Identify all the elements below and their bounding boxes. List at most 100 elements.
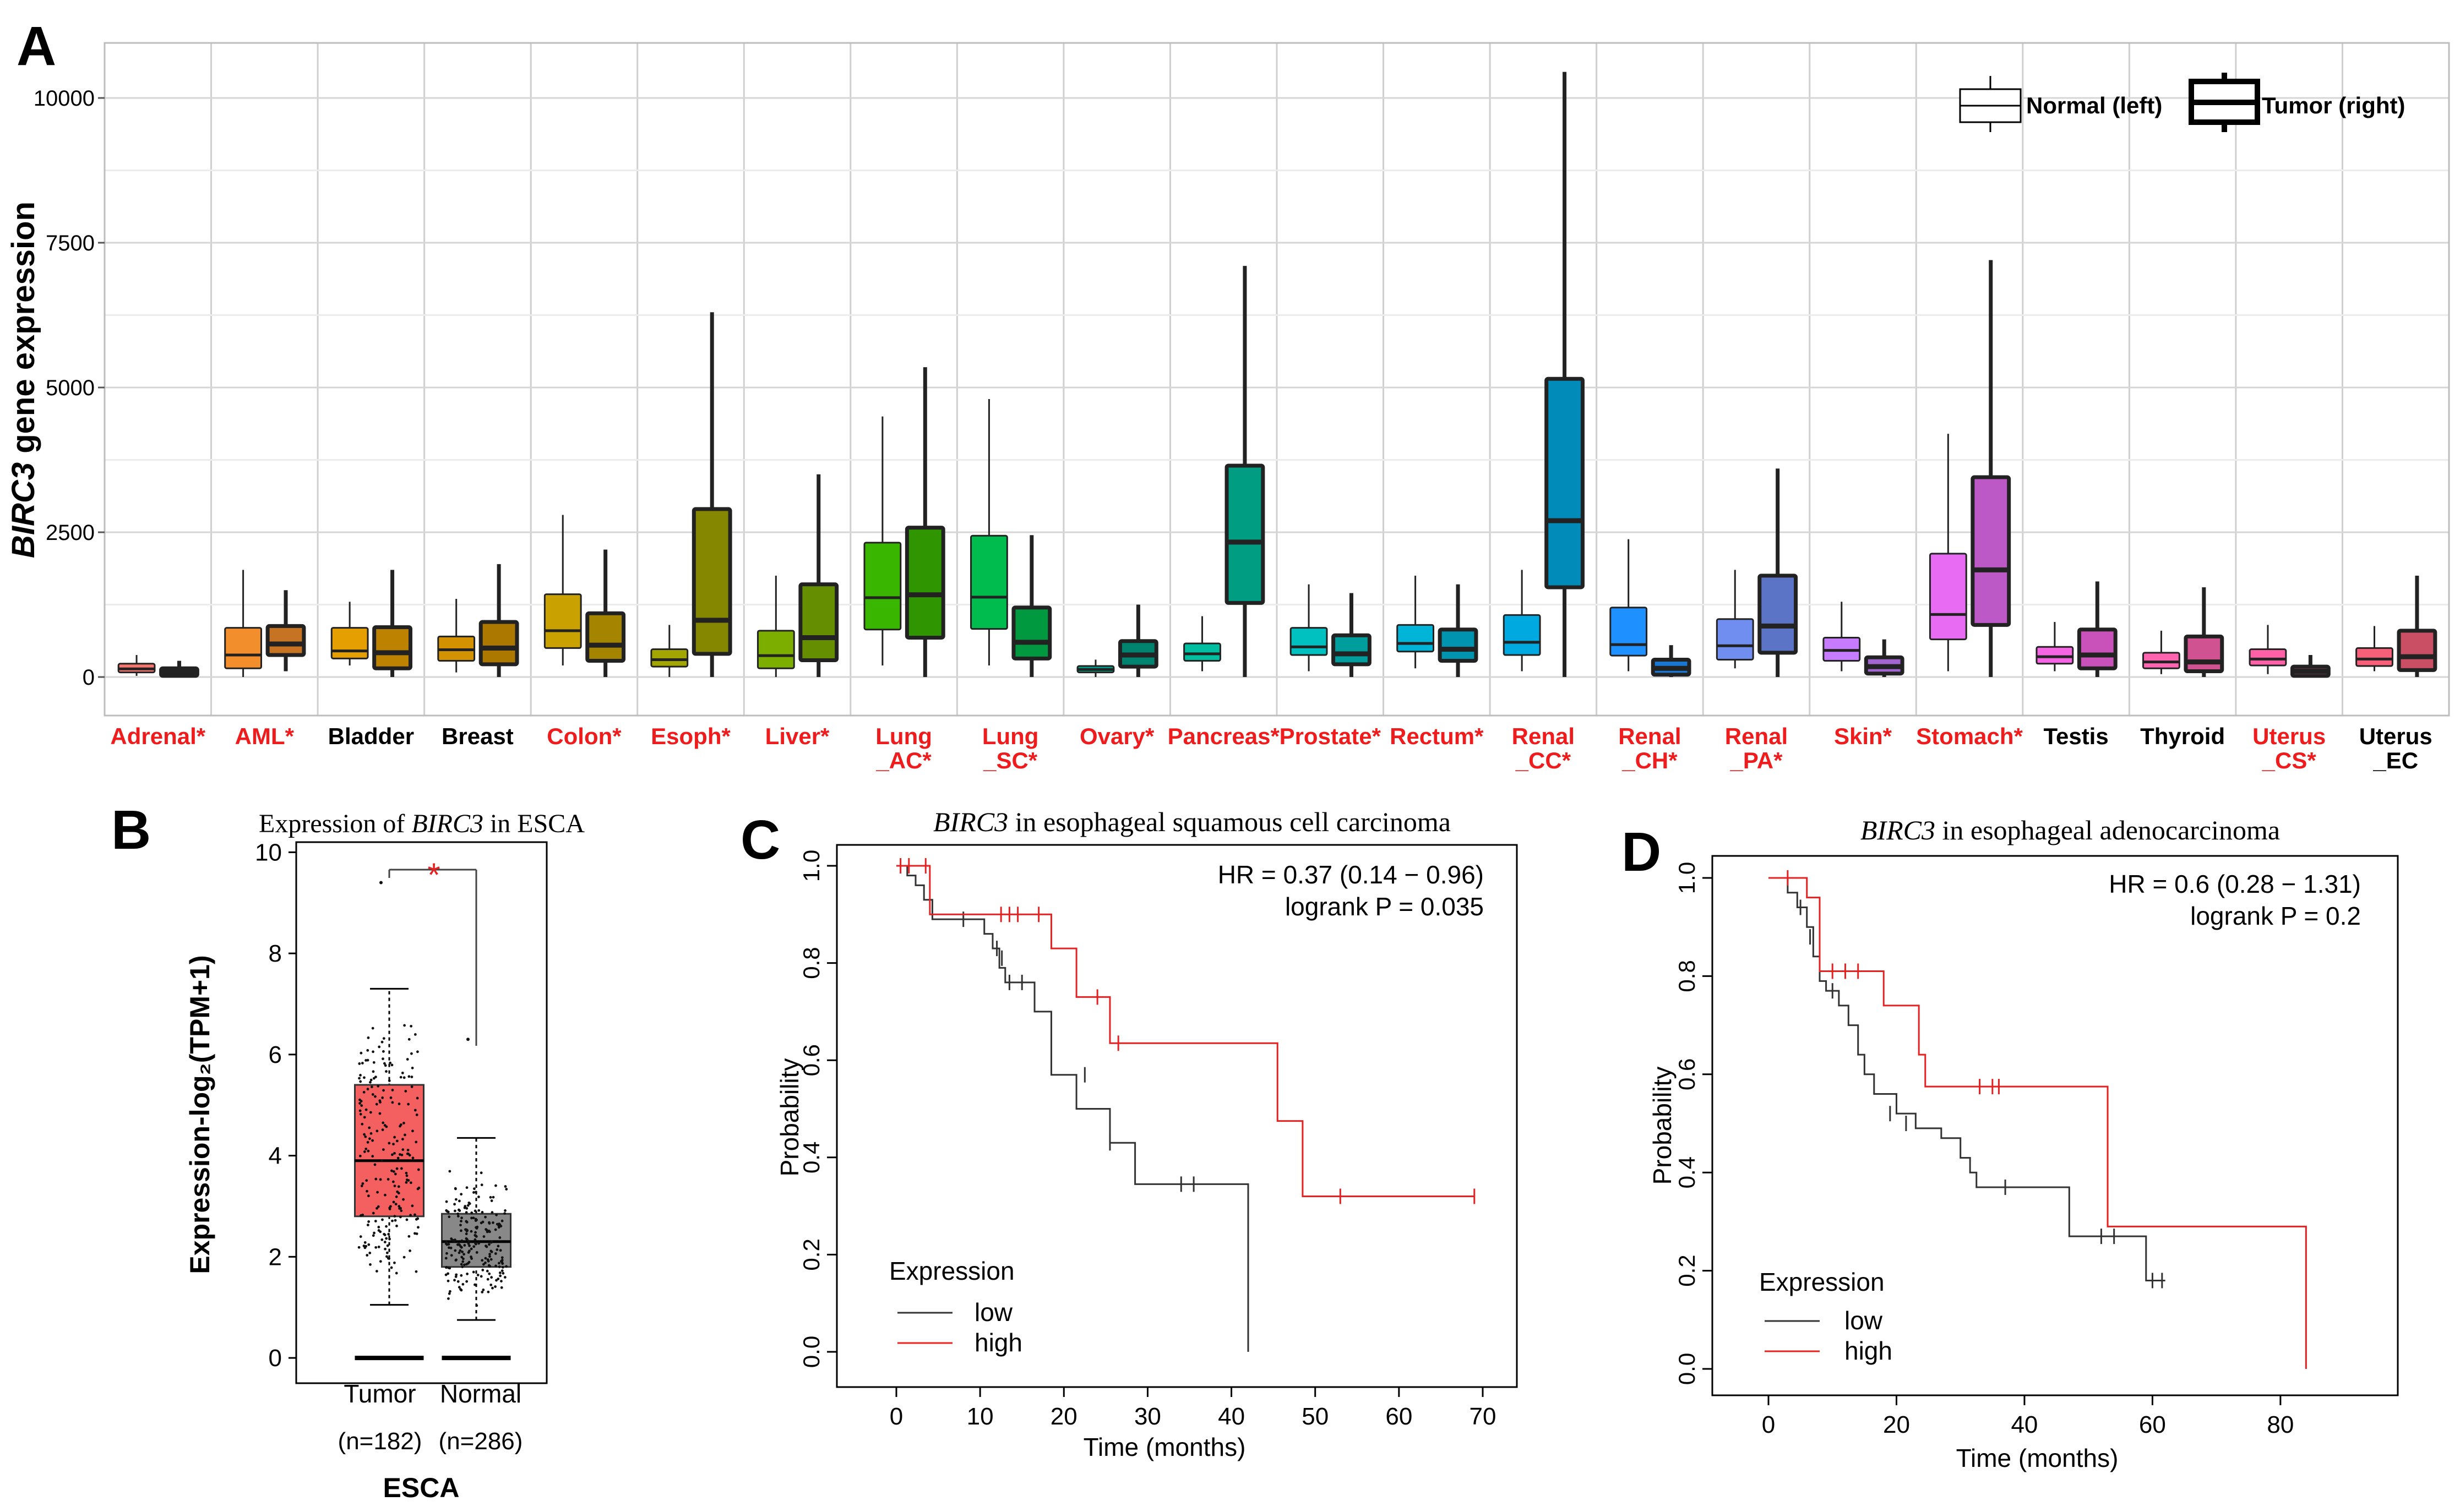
panel-b-sample-dot [465, 1238, 469, 1241]
panel-b-sample-dot [367, 1036, 370, 1039]
panel-a-box-normal [543, 515, 582, 665]
panel-b-sample-dot [484, 1261, 487, 1264]
panel-b-sample-dot [468, 1244, 471, 1247]
panel-b-sample-dot [460, 1193, 463, 1196]
panel-b-sample-dot [502, 1271, 505, 1275]
panel-b-sample-dot [382, 1037, 385, 1040]
panel-a-box-tumor [478, 564, 519, 677]
panel-b-sample-dot [477, 1196, 480, 1198]
panel-b-sample-dot [466, 1273, 469, 1275]
panel-a-xtick-label: Uterus [2359, 723, 2432, 749]
panel-b-sample-dot [475, 1235, 478, 1238]
panel-b-sample-dot [448, 1292, 451, 1295]
panel-b-sample-dot [368, 1251, 372, 1254]
panel-b-sample-dot [468, 1202, 471, 1205]
panel-a-box-body [1224, 463, 1265, 605]
km-xtick-label: 30 [1134, 1403, 1161, 1430]
panel-b-sample-dot [402, 1076, 406, 1079]
panel-b-sample-dot [402, 1122, 405, 1125]
panel-b-sample-dot [359, 1112, 362, 1116]
panel-a-box-tumor [1651, 645, 1691, 677]
panel-b-sample-dot [364, 1135, 367, 1138]
panel-b-sample-dot [465, 1232, 468, 1236]
panel-b-sample-dot [448, 1170, 451, 1173]
panel-a-box-body [798, 582, 839, 662]
legend-normal-label: Normal (left) [2026, 92, 2162, 118]
panel-b-sample-dot [381, 1128, 384, 1132]
panel-b-sample-dot [411, 1066, 414, 1069]
panel-b-sample-dot [406, 1058, 409, 1061]
panel-c-title: BIRC3 in esophageal squamous cell carcin… [933, 806, 1451, 837]
panel-b-sample-dot [458, 1209, 461, 1212]
panel-a-box-tumor [2397, 575, 2437, 677]
panel-b-sample-dot [385, 1225, 388, 1228]
panel-b-sample-dot [366, 1140, 369, 1144]
panel-b-sample-dot [391, 1088, 394, 1091]
panel-a-xtick-label: _CH* [1621, 747, 1678, 773]
panel-b-sample-dot [390, 1266, 393, 1269]
panel-b-sample-dot [399, 1123, 402, 1126]
panel-b-sample-dot [383, 1233, 387, 1236]
panel-b-sample-dot [488, 1222, 491, 1225]
panel-b-sample-dot [470, 1230, 473, 1233]
panel-a-box-normal [1716, 570, 1754, 669]
panel-b-sample-dot [463, 1263, 466, 1267]
legend-tumor-box-icon [2189, 73, 2260, 132]
panel-b-sample-dot [384, 1247, 387, 1251]
panel-b-sample-dot [449, 1246, 453, 1249]
panel-b-sample-dot [461, 1257, 465, 1260]
panel-b-sample-dot [454, 1198, 458, 1201]
panel-b-sample-dot [360, 1214, 362, 1217]
panel-b-ytick-label: 10 [255, 839, 282, 866]
panel-b-sample-dot [394, 1203, 398, 1206]
panel-b-sample-dot [378, 1099, 382, 1102]
panel-b-sample-dot [359, 1074, 362, 1077]
panel-b-sample-dot [377, 1205, 380, 1208]
panel-b-sample-dot [399, 1153, 401, 1156]
panel-b-sample-dot [413, 1213, 416, 1216]
panel-b-sample-dot [392, 1200, 395, 1204]
panel-b-sample-dot [444, 1273, 448, 1276]
panel-b-sample-dot [475, 1227, 478, 1230]
panel-b-sample-dot [375, 1270, 378, 1273]
km-curve-low [896, 865, 1249, 1352]
panel-b-sample-dot [363, 1133, 366, 1136]
significance-star: * [427, 856, 440, 893]
legend-tumor-label: Tumor (right) [2262, 92, 2405, 118]
panel-b-sample-dot [465, 1220, 469, 1224]
panel-b-sample-dot [501, 1265, 504, 1269]
panel-b-sample-dot [362, 1090, 366, 1094]
panel-b-sample-dot [467, 1260, 471, 1264]
panel-b-sample-dot [384, 1193, 387, 1197]
km-xtick-label: 60 [1385, 1403, 1412, 1430]
panel-b-sample-dot [385, 1251, 389, 1254]
panel-b-sample-dot [482, 1263, 485, 1266]
panel-a-box-normal [1396, 575, 1435, 669]
panel-b-sample-dot [372, 1077, 375, 1080]
panel-b-xlabel: ESCA [383, 1472, 460, 1503]
panel-b-sample-dot [364, 1147, 368, 1150]
panel-b-sample-dot [477, 1209, 481, 1212]
panel-b-sample-dot [472, 1191, 475, 1194]
panel-b-sample-dot [374, 1095, 377, 1098]
panel-b-sample-dot [472, 1270, 475, 1274]
panel-b-sample-dot [393, 1261, 396, 1264]
panel-a-box-body [1971, 475, 2011, 627]
panel-b-sample-dot [391, 1101, 394, 1104]
panel-a-box-body [1289, 627, 1328, 656]
panel-a-box-normal [2142, 630, 2180, 674]
panel-b-sample-dot [459, 1249, 462, 1252]
panel-b-ytick-label: 2 [269, 1243, 282, 1270]
panel-b-sample-dot [394, 1219, 397, 1222]
panel-b-sample-dot [454, 1259, 458, 1262]
panel-a-box-tumor [1331, 593, 1371, 677]
panel-b-sample-dot [382, 1050, 385, 1053]
panel-b-sample-dot [363, 1150, 366, 1153]
panel-c-xlabel: Time (months) [1084, 1433, 1246, 1461]
panel-b-sample-dot [458, 1251, 461, 1254]
panel-b-sample-dot [472, 1245, 476, 1248]
panel-b-sample-dot [489, 1258, 493, 1261]
panel-b-significance: * [388, 856, 477, 1046]
panel-b-sample-dot [450, 1254, 453, 1257]
panel-b-sample-dot [371, 1093, 374, 1096]
